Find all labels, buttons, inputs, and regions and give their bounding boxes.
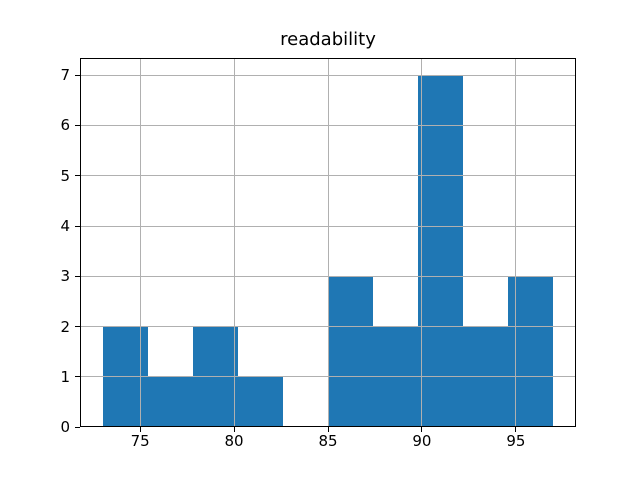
grid-layer (80, 57, 576, 428)
y-tick-mark (75, 175, 80, 177)
y-tick-mark (75, 225, 80, 227)
y-tick-label: 6 (60, 116, 70, 135)
y-tick-mark (75, 326, 80, 328)
y-tick-label: 2 (60, 317, 70, 336)
chart-title: readability (280, 29, 376, 50)
gridline-vertical (233, 57, 235, 428)
x-tick-mark (421, 427, 423, 433)
plot-area (80, 57, 576, 428)
histogram-bar (147, 376, 193, 428)
histogram-bar (237, 376, 283, 428)
gridline-vertical (515, 57, 517, 428)
y-tick-label: 5 (60, 166, 70, 185)
gridline-vertical (421, 57, 423, 428)
x-tick-label: 95 (506, 432, 526, 451)
y-tick-mark (75, 376, 80, 378)
histogram-bar (418, 75, 464, 428)
y-tick-label: 7 (60, 66, 70, 85)
histogram-bar (328, 276, 374, 428)
y-tick-mark (75, 74, 80, 76)
x-tick-label: 90 (412, 432, 432, 451)
axes-spines (80, 57, 576, 428)
x-tick-label: 75 (130, 432, 150, 451)
y-tick-mark (75, 426, 80, 428)
gridline-vertical (327, 57, 329, 428)
y-tick-mark (75, 124, 80, 126)
y-tick-label: 0 (60, 418, 70, 437)
x-tick-mark (327, 427, 329, 433)
y-tick-label: 1 (60, 367, 70, 386)
x-tick-label: 80 (224, 432, 244, 451)
x-tick-mark (233, 427, 235, 433)
y-tick-label: 3 (60, 267, 70, 286)
x-tick-mark (515, 427, 517, 433)
x-tick-mark (139, 427, 141, 433)
gridline-vertical (139, 57, 141, 428)
y-tick-mark (75, 275, 80, 277)
y-tick-label: 4 (60, 217, 70, 236)
x-tick-label: 85 (318, 432, 338, 451)
